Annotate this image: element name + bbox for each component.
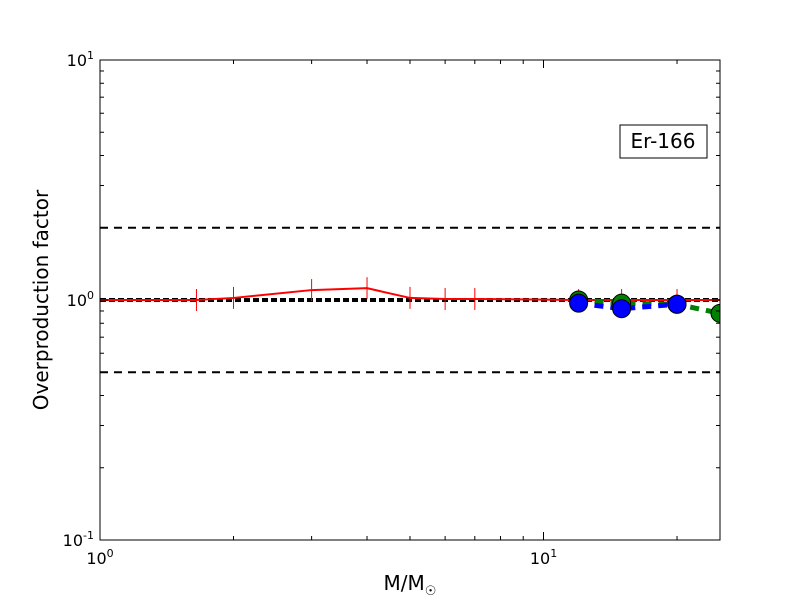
x-axis-label-main: M/M xyxy=(384,571,425,595)
x-axis-label-sub: ☉ xyxy=(425,584,437,599)
annotation-label: Er-166 xyxy=(631,129,696,153)
series-line-1 xyxy=(578,297,720,316)
x-tick-label-0: 100 xyxy=(86,547,113,568)
y-tick-label-1: 100 xyxy=(67,289,94,310)
y-tick-label-0: 10-1 xyxy=(63,529,94,550)
plot-frame xyxy=(99,59,721,541)
x-tick-label-1: 101 xyxy=(530,547,557,568)
y-axis-label: Overproduction factor xyxy=(29,189,53,410)
series-2-point-1 xyxy=(612,299,632,319)
series-2-point-0 xyxy=(569,293,589,313)
series-2-point-2 xyxy=(667,294,687,314)
series-1-point-3 xyxy=(710,303,720,323)
annotation-frame xyxy=(619,124,708,159)
svg-text:M/M☉: M/M☉ xyxy=(384,571,437,599)
x-axis-label: M/M☉ xyxy=(384,571,437,599)
y-tick-label-2: 101 xyxy=(67,49,94,70)
series-line-0 xyxy=(100,287,720,301)
annotation-box: Er-166 xyxy=(619,124,708,159)
series-line-2 xyxy=(578,300,678,312)
